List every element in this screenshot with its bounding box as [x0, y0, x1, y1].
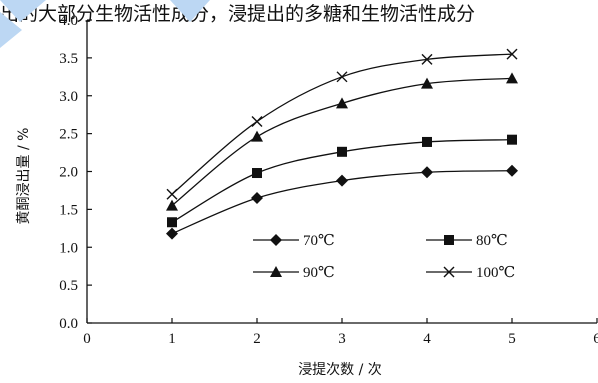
y-tick-label: 2.5: [59, 127, 78, 143]
x-tick-label: 5: [508, 331, 516, 347]
data-point-series-1: [337, 146, 347, 157]
legend-entry-3: 100℃: [426, 265, 515, 281]
data-point-series-1: [422, 136, 432, 147]
legend-entry-2: 90℃: [253, 265, 335, 281]
y-axis-label: 黄酮浸出量 / %: [15, 128, 32, 225]
legend-label: 70℃: [303, 233, 335, 249]
data-point-series-3: [251, 116, 263, 127]
data-point-series-2: [251, 130, 263, 142]
series-line-3: [171, 53, 513, 195]
legend-marker-0: [270, 234, 282, 246]
legend-marker-1: [444, 235, 454, 245]
y-tick-label: 3.5: [59, 51, 78, 67]
legend-label: 90℃: [303, 265, 335, 281]
x-tick-label: 0: [83, 331, 91, 347]
data-point-series-3: [166, 188, 178, 200]
x-tick-label: 6: [593, 331, 598, 347]
data-point-series-3: [336, 71, 348, 83]
y-tick-label: 0.5: [59, 278, 78, 294]
x-axis-label: 浸提次数 / 次: [298, 362, 382, 378]
data-point-series-3: [506, 48, 518, 60]
x-tick-label: 3: [338, 331, 346, 347]
legend-marker-3: [443, 266, 455, 278]
legend-label: 100℃: [476, 265, 515, 281]
legend-label: 80℃: [476, 233, 508, 249]
legend-entry-1: 80℃: [426, 233, 508, 249]
data-point-series-1: [507, 134, 517, 145]
data-point-series-0: [336, 174, 348, 187]
y-tick-label: 2.0: [59, 165, 78, 181]
y-tick-label: 4.0: [59, 13, 78, 29]
data-point-series-1: [252, 168, 262, 179]
data-point-series-2: [506, 72, 518, 84]
page-header-fragment: 出的大部分生物活性成分，浸提出的多糖和生物活性成分: [0, 3, 475, 25]
data-point-series-0: [421, 166, 433, 179]
data-point-series-0: [251, 192, 263, 205]
decorative-arrow-top: [170, 0, 210, 22]
data-point-series-2: [421, 77, 433, 89]
data-point-series-1: [167, 217, 177, 228]
x-tick-label: 2: [253, 331, 261, 347]
data-point-series-0: [166, 227, 178, 240]
x-tick-label: 4: [423, 331, 431, 347]
x-tick-label: 1: [168, 331, 176, 347]
y-tick-label: 3.0: [59, 89, 78, 105]
legend-marker-2: [270, 266, 282, 277]
data-point-series-0: [506, 164, 518, 177]
data-point-series-2: [336, 97, 348, 109]
y-tick-label: 1.5: [59, 202, 78, 218]
y-tick-label: 1.0: [59, 240, 78, 256]
data-point-series-2: [166, 199, 178, 211]
legend-entry-0: 70℃: [253, 233, 335, 249]
decorative-arrow-left: [0, 0, 46, 48]
data-point-series-3: [421, 53, 433, 65]
y-tick-label: 0.0: [59, 316, 78, 332]
